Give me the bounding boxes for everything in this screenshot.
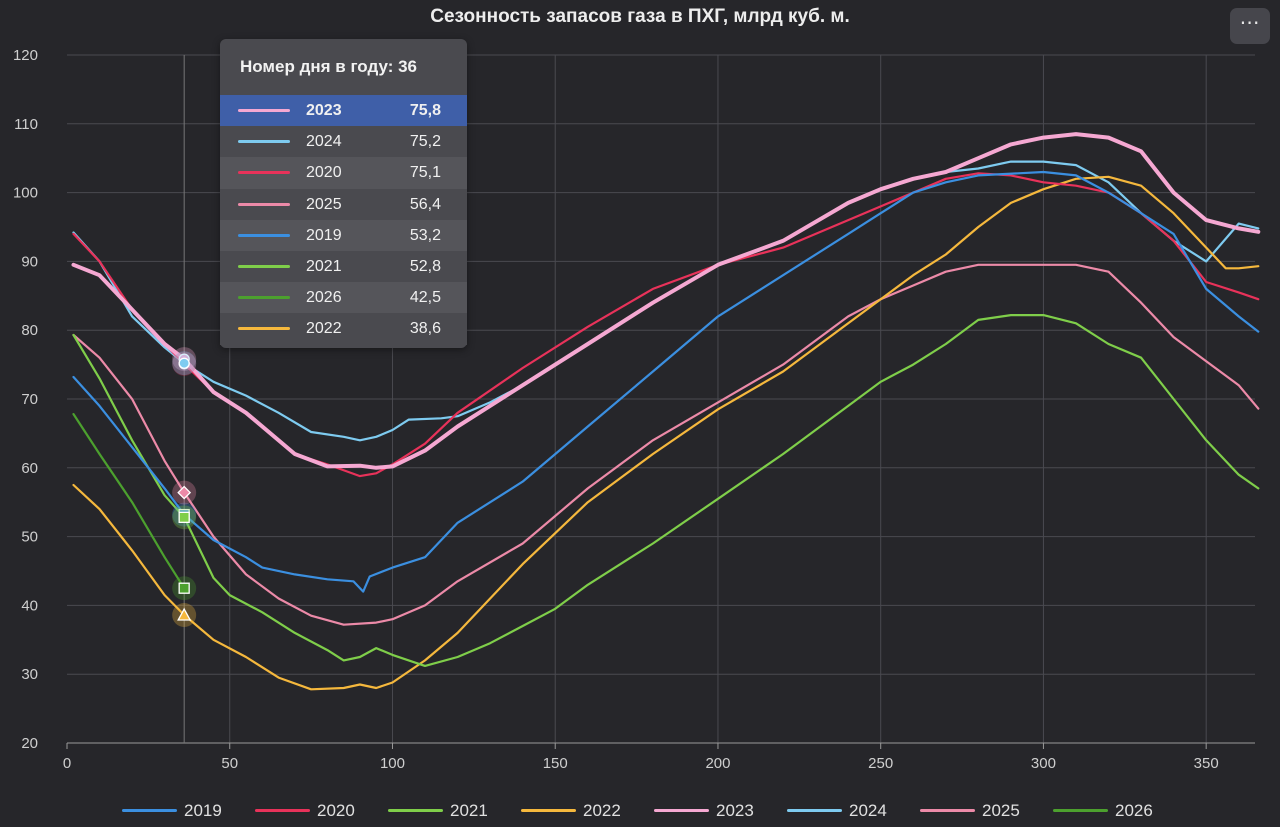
series-swatch [238, 327, 290, 331]
marker-2026 [178, 582, 190, 594]
marker-2025 [177, 485, 192, 500]
chart-title: Сезонность запасов газа в ПХГ, млрд куб.… [430, 6, 850, 27]
x-tick-label: 350 [1194, 755, 1219, 772]
tooltip-series-value: 75,2 [409, 133, 441, 151]
series-swatch [238, 140, 290, 144]
tooltip-series-value: 52,8 [409, 257, 441, 275]
tooltip-row-2022: 2022 38,6 [220, 313, 467, 345]
legend-swatch [122, 809, 177, 812]
x-tick-label: 50 [221, 755, 238, 772]
legend-swatch [787, 809, 842, 812]
x-tick-label: 300 [1031, 755, 1056, 772]
legend-swatch [255, 809, 310, 812]
legend-label: 2021 [450, 801, 488, 820]
tooltip-series-name: 2021 [306, 257, 342, 275]
series-swatch [238, 233, 290, 237]
tooltip-row-2026: 2026 42,5 [220, 282, 467, 314]
series-swatch [238, 264, 290, 268]
tooltip-series-name: 2019 [306, 226, 342, 244]
series-swatch [238, 109, 290, 112]
tooltip-series-name: 2025 [306, 195, 342, 213]
series-line-2025[interactable] [72, 263, 1260, 626]
tooltip-row-2021: 2021 52,8 [220, 250, 467, 283]
legend-label: 2024 [849, 801, 887, 820]
x-tick-label: 150 [543, 755, 568, 772]
series-line-2019[interactable] [72, 170, 1260, 593]
y-tick-label: 50 [21, 529, 38, 546]
legend-label: 2025 [982, 801, 1020, 820]
y-tick-label: 110 [14, 116, 38, 133]
series-line-2023[interactable] [71, 132, 1261, 470]
y-tick-label: 60 [21, 460, 38, 477]
tooltip-row-2025: 2025 56,4 [220, 188, 467, 220]
legend-label: 2023 [716, 801, 754, 820]
marker-2024 [178, 357, 190, 369]
tooltip-series-name: 2026 [306, 289, 342, 307]
tooltip-series-name: 2020 [306, 164, 342, 182]
x-tick-label: 100 [380, 755, 405, 772]
axes: 20 30 40 50 60 70 80 90 100 110 120 0 50 100 150 200 250… [13, 47, 1255, 772]
x-tick-label: 200 [705, 755, 730, 772]
series-group[interactable] [71, 132, 1261, 691]
series-swatch [238, 202, 290, 206]
tooltip-series-value: 53,2 [409, 226, 441, 244]
legend-label: 2026 [1115, 801, 1153, 820]
hover-markers [172, 347, 197, 628]
ellipsis-icon[interactable]: ⋯ [1230, 8, 1270, 44]
x-tick-label: 0 [63, 755, 71, 772]
y-tick-label: 40 [21, 597, 38, 614]
tooltip-rows: 2023 75,8 2024 75,2 2020 75,1 2025 56,4 2019… [220, 95, 467, 345]
series-line-2021[interactable] [72, 314, 1260, 667]
tooltip-row-2019: 2019 53,2 [220, 219, 467, 251]
legend-swatch [920, 809, 975, 812]
legend-label: 2022 [583, 801, 621, 820]
tooltip-row-2020: 2020 75,1 [220, 157, 467, 189]
tooltip-series-name: 2022 [306, 320, 342, 338]
marker-2022 [177, 607, 192, 621]
legend-swatch [388, 809, 443, 812]
y-tick-label: 90 [21, 253, 38, 270]
marker-2021 [178, 511, 190, 523]
tooltip: Номер дня в году: 36 2023 75,8 2024 75,2 2… [220, 39, 467, 348]
y-tick-label: 30 [21, 666, 38, 683]
tooltip-series-name: 2024 [306, 133, 342, 151]
y-tick-label: 120 [13, 47, 38, 64]
series-line-2026[interactable] [72, 413, 186, 590]
tooltip-series-value: 75,1 [409, 164, 441, 182]
y-tick-label: 80 [21, 322, 38, 339]
tooltip-row-2024: 2024 75,2 [220, 126, 467, 158]
tooltip-series-name: 2023 [306, 102, 342, 119]
legend-swatch [521, 809, 576, 812]
tooltip-series-value: 56,4 [409, 195, 441, 213]
series-swatch [238, 296, 290, 300]
legend-swatch [1053, 809, 1108, 812]
y-tick-label: 100 [13, 185, 38, 202]
legend-label: 2020 [317, 801, 355, 820]
legend: 2019 2020 2021 2022 2023 2024 2025 2026 [0, 796, 1280, 824]
legend-label: 2019 [184, 801, 222, 820]
legend-swatch [654, 809, 709, 812]
series-line-2022[interactable] [72, 175, 1260, 691]
tooltip-header: Номер дня в году: 36 [240, 57, 417, 76]
tooltip-row-2023: 2023 75,8 [220, 95, 467, 127]
series-swatch [238, 171, 290, 175]
tooltip-series-value: 42,5 [409, 289, 441, 307]
y-tick-label: 70 [21, 391, 38, 408]
tooltip-series-value: 75,8 [409, 102, 441, 119]
x-tick-label: 250 [868, 755, 893, 772]
y-tick-label: 20 [21, 735, 38, 752]
tooltip-series-value: 38,6 [409, 320, 441, 338]
